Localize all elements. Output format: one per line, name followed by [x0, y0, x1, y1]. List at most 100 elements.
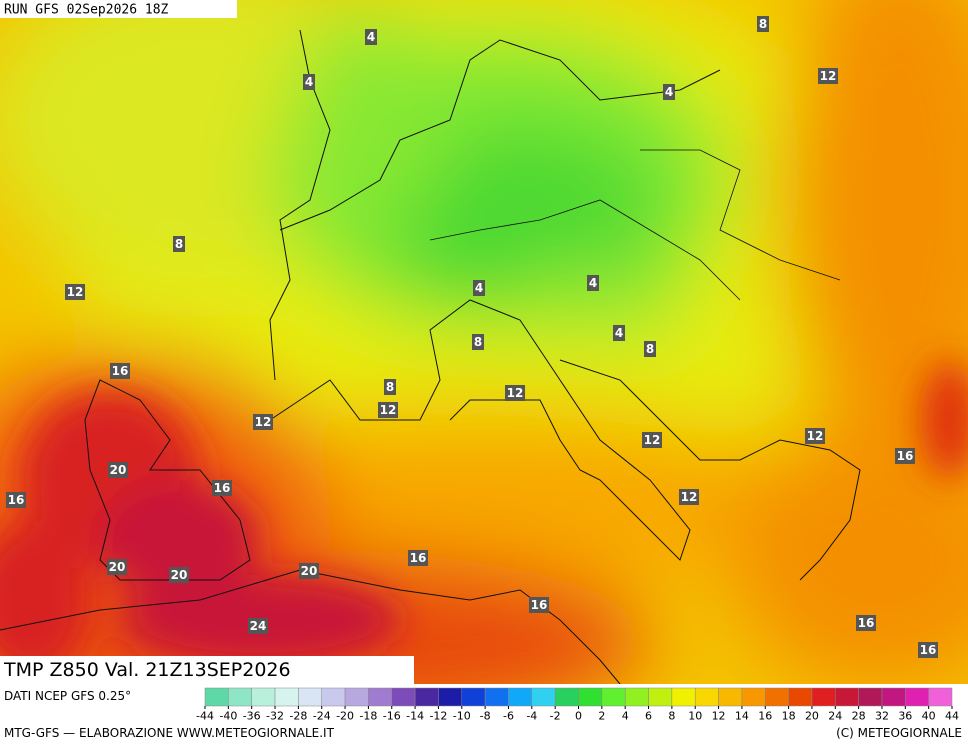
colorbar-swatch [204, 687, 229, 707]
colorbar-swatch [835, 687, 859, 707]
contour-label-box [472, 334, 484, 350]
contour-label-text: 8 [474, 335, 482, 349]
colorbar-swatch [694, 687, 719, 707]
contour-label: 12 [818, 68, 838, 84]
colorbar-swatch [811, 687, 836, 707]
contour-label-box [299, 563, 319, 579]
contour-label-box [110, 363, 130, 379]
colorbar-tick-label: -44 [196, 710, 214, 723]
contour-label-text: 4 [305, 75, 313, 89]
contour-label: 16 [895, 448, 915, 464]
contour-label-box [805, 428, 825, 444]
colorbar-tick-label: -36 [243, 710, 261, 723]
contour-label-box [253, 414, 273, 430]
contour-label-text: 24 [250, 619, 267, 633]
colorbar-tick-label: -20 [336, 710, 354, 723]
colorbar-swatch [578, 687, 603, 707]
contour-label-text: 16 [8, 493, 25, 507]
colorbar-swatch [881, 687, 906, 707]
contour-label-box [303, 74, 315, 90]
contour-label-box [644, 341, 656, 357]
contour-label-box [107, 559, 127, 575]
colorbar-tick-label: 8 [668, 710, 675, 723]
colorbar-tick-label: 2 [598, 710, 605, 723]
contour-label-text: 8 [759, 17, 767, 31]
contour-label-box [587, 275, 599, 291]
contour-label: 4 [613, 325, 625, 341]
contour-label: 8 [173, 236, 185, 252]
contour-label: 8 [644, 341, 656, 357]
contour-label-box [248, 618, 268, 634]
colorbar-tick-label: 40 [922, 710, 936, 723]
colorbar-swatch [718, 687, 743, 707]
contour-label: 20 [299, 563, 319, 579]
contour-label-text: 16 [112, 364, 129, 378]
colorbar-tick-label: 20 [805, 710, 819, 723]
colorbar-tick-label: 10 [688, 710, 702, 723]
contour-label: 4 [663, 84, 675, 100]
contour-label-box [818, 68, 838, 84]
colorbar-tick-label: -32 [266, 710, 284, 723]
colorbar-swatch [391, 687, 416, 707]
colorbar-tick-label: 0 [575, 710, 582, 723]
contour-label-text: 12 [644, 433, 661, 447]
colorbar-tick-label: -28 [289, 710, 307, 723]
contour-label-box [663, 84, 675, 100]
header-box [0, 0, 237, 18]
contour-label: 24 [248, 618, 268, 634]
contour-label-text: 4 [615, 326, 623, 340]
contour-label: 4 [365, 29, 377, 45]
colorbar-swatch [858, 687, 883, 707]
colorbar-swatch [648, 687, 673, 707]
contour-label: 16 [6, 492, 26, 508]
contour-label: 8 [384, 379, 396, 395]
contour-label-box [529, 597, 549, 613]
colorbar-tick-label: -8 [480, 710, 491, 723]
contour-label-box [365, 29, 377, 45]
colorbar-tick-label: -16 [383, 710, 401, 723]
contour-label: 4 [473, 280, 485, 296]
colorbar-swatch [461, 687, 486, 707]
colorbar-swatch [928, 687, 953, 707]
colorbar-tick-label: 28 [852, 710, 866, 723]
colorbar-swatch [274, 687, 299, 707]
contour-label-text: 16 [897, 449, 914, 463]
contour-label-text: 4 [665, 85, 673, 99]
colorbar-tick-label: -40 [219, 710, 237, 723]
colorbar-swatch [321, 687, 346, 707]
colorbar-tick-label: -24 [313, 710, 331, 723]
contour-label: 12 [805, 428, 825, 444]
contour-label: 16 [212, 480, 232, 496]
colorbar-swatch [601, 687, 626, 707]
colorbar-swatch [624, 687, 649, 707]
contour-label: 20 [169, 567, 189, 583]
colorbar-tick-label: -2 [550, 710, 561, 723]
map-field [0, 0, 968, 730]
colorbar-swatch [788, 687, 813, 707]
credit: MTG-GFS — ELABORAZIONE WWW.METEOGIORNALE… [4, 726, 335, 740]
contour-label-text: 20 [171, 568, 188, 582]
colorbar-swatch [298, 687, 322, 707]
copyright: (C) METEOGIORNALE [836, 726, 962, 740]
contour-label-box [642, 432, 662, 448]
colorbar-tick-label: 24 [828, 710, 842, 723]
contour-label-text: 16 [858, 616, 875, 630]
contour-label: 16 [529, 597, 549, 613]
contour-label-box [173, 236, 185, 252]
contour-label-box [757, 16, 769, 32]
contour-label-text: 4 [589, 276, 597, 290]
contour-label-box [408, 550, 428, 566]
contour-label-text: 16 [214, 481, 231, 495]
colorbar-tick-label: 6 [645, 710, 652, 723]
contour-label-text: 16 [920, 643, 937, 657]
contour-label-box [613, 325, 625, 341]
contour-label-text: 20 [301, 564, 318, 578]
colorbar-swatch [438, 687, 463, 707]
contour-label: 12 [253, 414, 273, 430]
colorbar-swatch [228, 687, 252, 707]
colorbar-swatch [484, 687, 509, 707]
colorbar-tick-label: 4 [622, 710, 629, 723]
contour-label-text: 12 [807, 429, 824, 443]
